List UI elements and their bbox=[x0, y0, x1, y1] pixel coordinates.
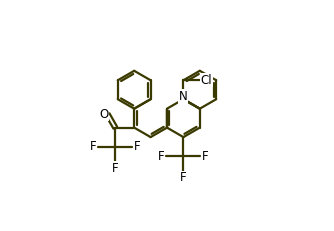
Text: F: F bbox=[90, 140, 97, 153]
Text: F: F bbox=[202, 149, 209, 163]
Text: F: F bbox=[180, 171, 187, 184]
Text: F: F bbox=[158, 149, 165, 163]
Text: O: O bbox=[99, 108, 108, 121]
Text: F: F bbox=[112, 162, 119, 175]
Text: N: N bbox=[179, 90, 188, 103]
Text: Cl: Cl bbox=[200, 74, 212, 87]
Text: F: F bbox=[134, 140, 141, 153]
